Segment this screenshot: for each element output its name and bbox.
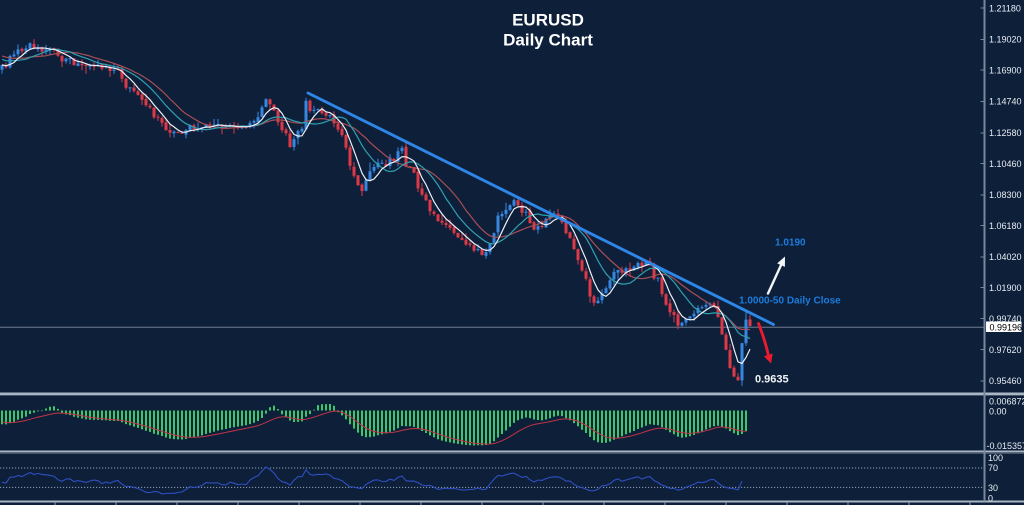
svg-text:1.04020: 1.04020 bbox=[989, 252, 1022, 262]
svg-text:1.14740: 1.14740 bbox=[989, 97, 1022, 107]
svg-text:1.01900: 1.01900 bbox=[989, 283, 1022, 293]
svg-text:1.19020: 1.19020 bbox=[989, 35, 1022, 45]
svg-text:1.21180: 1.21180 bbox=[989, 3, 1021, 13]
svg-text:100: 100 bbox=[988, 453, 1003, 463]
svg-text:0.006872: 0.006872 bbox=[989, 396, 1024, 406]
svg-text:Daily Chart: Daily Chart bbox=[503, 31, 593, 50]
svg-text:0.97620: 0.97620 bbox=[989, 345, 1022, 355]
svg-text:-0.015357: -0.015357 bbox=[987, 441, 1024, 451]
svg-text:0.9635: 0.9635 bbox=[755, 374, 789, 386]
svg-text:30: 30 bbox=[988, 483, 998, 493]
svg-text:0: 0 bbox=[988, 493, 993, 503]
svg-text:1.0190: 1.0190 bbox=[775, 238, 806, 249]
svg-text:EURUSD: EURUSD bbox=[512, 11, 584, 30]
svg-text:1.16900: 1.16900 bbox=[989, 65, 1022, 75]
svg-text:0.95460: 0.95460 bbox=[989, 376, 1022, 386]
svg-text:0.99196: 0.99196 bbox=[990, 322, 1023, 332]
svg-text:1.0000-50 Daily Close: 1.0000-50 Daily Close bbox=[739, 296, 841, 307]
svg-text:70: 70 bbox=[988, 463, 998, 473]
svg-text:1.10460: 1.10460 bbox=[989, 159, 1022, 169]
svg-text:0.00: 0.00 bbox=[989, 407, 1007, 417]
svg-text:0.99740: 0.99740 bbox=[989, 314, 1022, 324]
svg-text:1.06180: 1.06180 bbox=[989, 221, 1022, 231]
svg-text:1.12580: 1.12580 bbox=[989, 128, 1022, 138]
svg-text:1.08300: 1.08300 bbox=[989, 190, 1022, 200]
